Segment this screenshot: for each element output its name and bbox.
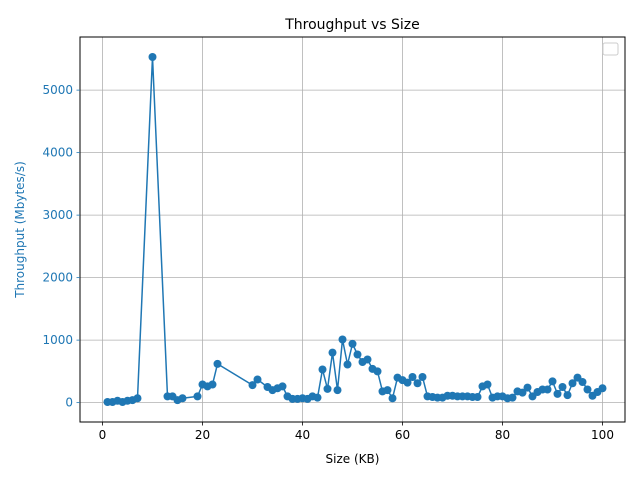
y-tick-label: 1000	[42, 333, 73, 347]
data-point	[578, 378, 587, 386]
data-point	[373, 367, 382, 376]
plot-frame	[79, 36, 626, 423]
series-line	[107, 56, 603, 403]
grid-lines	[80, 37, 625, 422]
data-point	[333, 386, 342, 395]
data-point	[518, 388, 527, 397]
x-tick-label: 100	[591, 428, 614, 442]
data-point	[323, 384, 332, 393]
data-point	[598, 384, 607, 393]
data-point	[318, 365, 327, 374]
data-point	[348, 339, 357, 348]
series-points	[103, 53, 607, 406]
data-point	[213, 359, 222, 368]
data-point	[413, 379, 422, 388]
series-line-layer	[107, 56, 603, 403]
x-tick-label: 20	[195, 428, 210, 442]
data-point	[313, 393, 322, 402]
data-point	[408, 373, 417, 381]
x-tick-label: 80	[495, 428, 510, 442]
data-point	[383, 386, 392, 395]
data-point	[208, 380, 217, 389]
data-point	[543, 385, 552, 394]
data-point	[353, 350, 362, 359]
data-point	[568, 379, 577, 388]
data-point	[483, 380, 492, 389]
data-point	[418, 373, 427, 381]
data-point	[558, 383, 567, 391]
legend-box	[602, 42, 619, 56]
data-point	[193, 392, 202, 401]
data-point	[403, 378, 412, 387]
data-point	[148, 53, 157, 61]
data-point	[563, 391, 572, 400]
x-axis-ticks: 0 20 40 60 80 100	[99, 422, 614, 442]
y-tick-label: 4000	[42, 146, 73, 160]
data-point	[508, 393, 517, 402]
data-point	[178, 394, 187, 403]
data-point	[253, 375, 262, 384]
data-point	[473, 393, 482, 401]
data-point	[248, 381, 257, 390]
data-point	[548, 377, 557, 386]
x-tick-label: 0	[99, 428, 107, 442]
data-point	[133, 394, 142, 403]
data-point	[278, 382, 287, 391]
y-tick-label: 0	[65, 396, 73, 410]
x-tick-label: 60	[395, 428, 410, 442]
data-point	[363, 355, 372, 364]
y-tick-label: 3000	[42, 208, 73, 222]
y-tick-label: 2000	[42, 271, 73, 285]
x-tick-label: 40	[295, 428, 310, 442]
x-axis-label: Size (KB)	[326, 452, 380, 466]
data-point	[338, 335, 347, 344]
data-point	[343, 360, 352, 369]
data-point	[523, 383, 532, 392]
data-point	[388, 394, 397, 403]
data-point	[553, 389, 562, 398]
y-tick-label: 5000	[42, 83, 73, 97]
y-axis-ticks: 0 1000 2000 3000 4000 5000	[42, 83, 80, 410]
chart-title: Throughput vs Size	[284, 17, 420, 33]
data-point	[583, 385, 592, 394]
y-axis-label: Throughput (Mbytes/s)	[13, 161, 27, 299]
data-point	[328, 348, 337, 357]
